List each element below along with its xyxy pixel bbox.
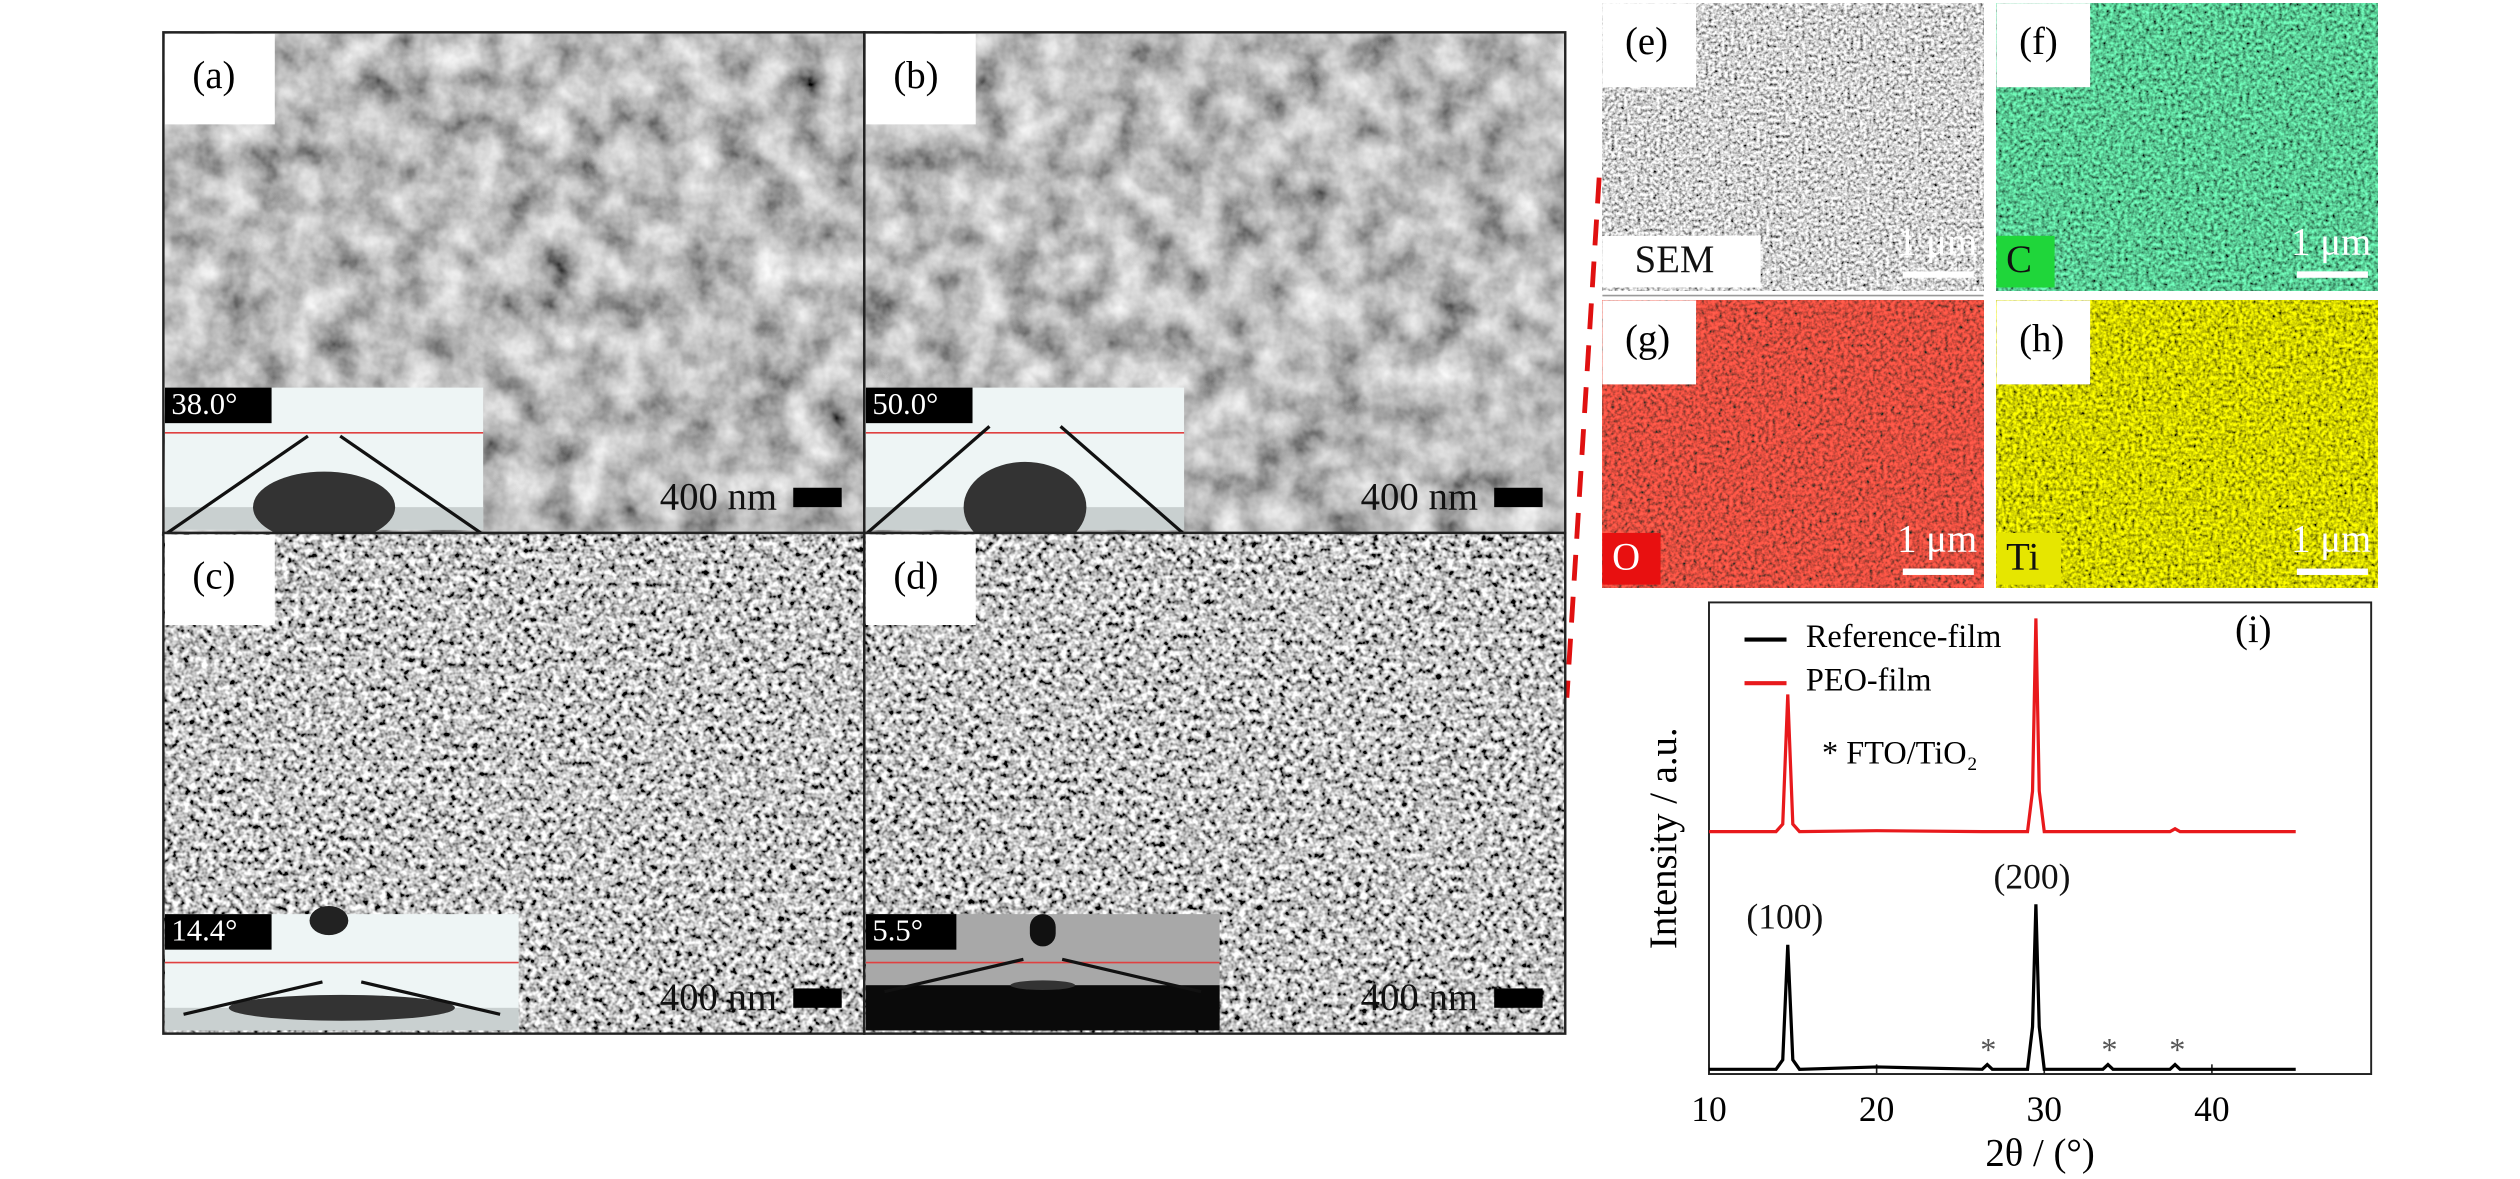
contact-angle: 14.4° [171,914,237,948]
scale-text: 1 μm [2291,518,2371,561]
peak-annotation: * [1980,1031,1996,1067]
tangent [339,434,487,538]
angle-box [164,387,272,424]
scale-bar [1902,568,1974,575]
panel-label: (d) [893,555,938,598]
element-label: C [2006,238,2032,281]
element-box [1996,532,2062,585]
scale-text: 400 nm [1361,476,1478,519]
element-label: Ti [2006,535,2039,578]
scale-text: 1 μm [1897,220,1977,263]
element-label: O [1612,535,1640,578]
droplet [963,461,1087,553]
peak-annotation: * [2169,1031,2185,1067]
element-label: SEM [1635,238,1715,281]
angle-box [164,914,272,950]
scale-bar [2296,568,2368,575]
plot-frame [1708,601,2373,1075]
tangent [884,957,1024,994]
panel-label: (g) [1625,317,1670,360]
label-box [1996,300,2091,385]
label-box [865,33,976,125]
droplet [1010,980,1076,991]
legend-note: * FTO/TiO₂ [1822,734,1978,770]
scale-bar [1902,271,1974,278]
scale-bar [1494,988,1543,1008]
panel-label: (a) [192,54,235,97]
tangent [183,980,323,1016]
scale-text: 400 nm [660,476,777,519]
angle-box [865,914,957,950]
legend-label: PEO-film [1806,662,1932,698]
label-box [865,534,976,626]
x-tick-label: 40 [2194,1089,2230,1129]
needle-drop [1029,914,1056,947]
label-box [164,33,275,125]
scale-bar [793,988,842,1008]
legend-label: Reference-film [1806,618,2001,654]
series-line [1708,904,2296,1071]
x-tick-label: 20 [1859,1089,1895,1129]
panel-label: (b) [893,54,938,97]
x-tick-label: 30 [2027,1089,2063,1129]
connector-dash [1564,177,1602,698]
label-box [1996,3,2091,88]
droplet [253,471,396,543]
label-box [164,534,275,626]
label-box [1602,300,1697,385]
contact-angle: 50.0° [872,387,938,421]
scale-bar [1494,487,1543,508]
x-tick-label: 10 [1691,1089,1727,1129]
tangent [161,434,309,538]
tangent [360,980,501,1016]
element-box [1996,235,2055,288]
contact-angle: 5.5° [872,914,923,948]
panel-label: (i) [2235,608,2272,651]
panel-label: (e) [1625,20,1668,63]
panel-label: (h) [2019,317,2064,360]
scale-bar [2296,271,2368,278]
y-axis-label: Intensity / a.u. [1642,727,1685,949]
angle-box [865,387,973,424]
panel-label: (f) [2019,20,2058,63]
contact-angle: 38.0° [171,387,237,421]
scale-text: 400 nm [660,976,777,1019]
droplet-top [309,906,349,936]
peak-annotation: (100) [1746,897,1823,937]
series-line [1708,618,2296,834]
tangent [1059,425,1188,538]
scale-text: 1 μm [2291,220,2371,263]
peak-annotation: * [2101,1031,2117,1067]
element-box [1602,235,1761,288]
panel-frame [863,531,1567,1035]
x-axis-label: 2θ / (°) [1985,1131,2094,1174]
tangent [1061,957,1202,994]
element-box [1602,532,1661,585]
droplet [228,994,455,1021]
label-box [1602,3,1697,88]
scale-text: 400 nm [1361,976,1478,1019]
scale-bar [793,487,842,508]
panel-label: (c) [192,555,235,598]
inset-base [865,985,1220,1031]
peak-annotation: (200) [1994,856,2071,896]
tangent [862,425,991,538]
scale-text: 1 μm [1897,518,1977,561]
